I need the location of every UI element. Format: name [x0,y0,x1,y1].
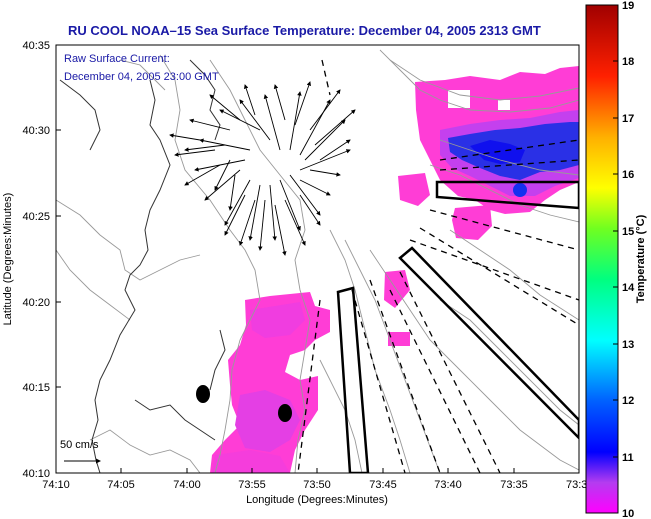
colorbar-tick: 19 [622,0,634,12]
station-marker-west [196,385,210,403]
colorbar-tick: 11 [622,452,634,464]
x-tick: 73:3 [566,479,587,491]
x-tick-labels: 74:10 74:05 74:00 73:55 73:50 73:45 73:4… [42,479,587,491]
y-tick: 40:25 [22,211,50,223]
axis-tick-marks [55,44,515,474]
y-tick: 40:15 [22,382,50,394]
coastline [59,59,226,473]
current-legend-line2: December 04, 2005 23:00 GMT [64,71,219,83]
colorbar-tick: 14 [622,282,635,294]
y-tick: 40:30 [22,125,50,137]
surface-current-vectors [169,81,356,256]
x-tick: 74:00 [173,479,201,491]
x-tick: 73:50 [303,479,331,491]
sst-patches [210,66,579,473]
channel-lines [297,59,579,473]
x-tick: 73:40 [434,479,462,491]
y-tick-labels: 40:35 40:30 40:25 40:20 40:15 40:10 [22,40,50,480]
x-tick: 73:55 [238,479,266,491]
figure-title: RU COOL NOAA–15 Sea Surface Temperature:… [68,23,541,38]
x-axis-label: Longitude (Degrees:Minutes) [246,494,388,506]
map-plot-area: Raw Surface Current: December 04, 2005 2… [55,44,580,474]
colorbar-tick: 17 [622,113,634,125]
scale-label: 50 cm/s [60,439,99,451]
x-tick: 73:45 [369,479,397,491]
station-marker-east [278,404,292,422]
x-tick: 73:35 [500,479,528,491]
y-axis-label: Latitude (Degrees:Minutes) [2,193,14,326]
temperature-colorbar: 19 18 17 16 15 14 13 12 11 10 Temperatur… [585,0,647,519]
current-legend-line1: Raw Surface Current: [64,53,170,65]
colorbar-tick: 16 [622,169,634,181]
colorbar-tick: 18 [622,56,634,68]
y-tick: 40:35 [22,40,50,52]
bathymetry-contours [56,49,579,473]
colorbar-tick: 15 [622,226,634,238]
colorbar-tick: 12 [622,395,634,407]
x-tick: 74:10 [42,479,70,491]
colorbar-tick: 10 [622,508,634,519]
colorbar-tick: 13 [622,339,634,351]
y-tick: 40:20 [22,297,50,309]
y-tick: 40:10 [22,468,50,480]
x-tick: 74:05 [107,479,135,491]
colorbar-label: Temperature (°C) [635,214,647,303]
